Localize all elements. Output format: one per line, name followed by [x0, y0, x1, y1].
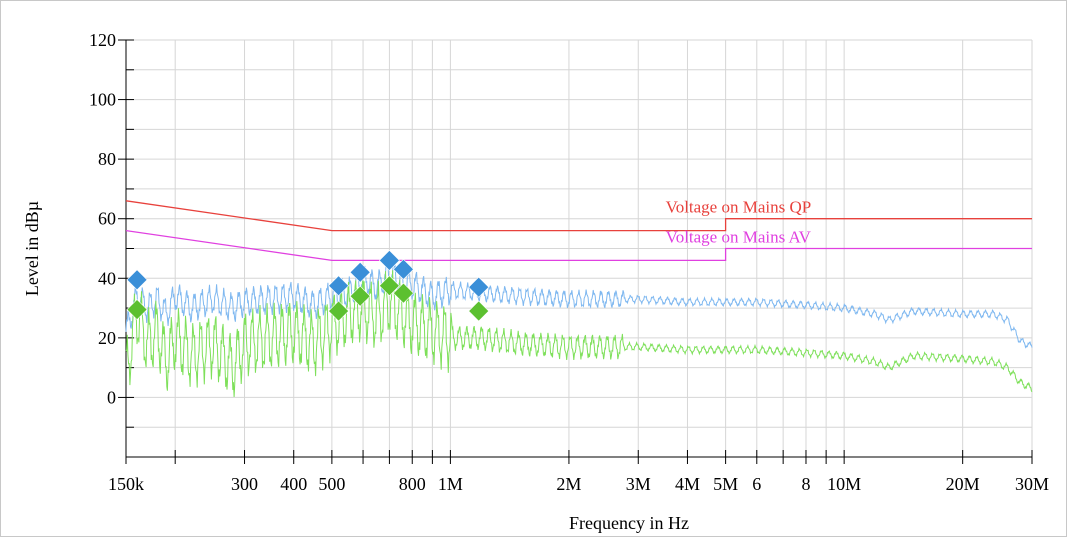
x-tick-label: 10M	[827, 474, 861, 494]
x-tick-label: 6	[752, 474, 761, 494]
x-tick-label: 400	[280, 474, 307, 494]
y-axis-title: Level in dBµ	[22, 201, 42, 296]
y-tick-label: 100	[89, 90, 116, 110]
y-tick-label: 20	[98, 328, 116, 348]
limit-lines	[126, 201, 1032, 261]
x-axis-title: Frequency in Hz	[569, 513, 689, 533]
x-tick-label: 500	[318, 474, 345, 494]
qp-marker	[127, 270, 147, 290]
trace-av	[126, 270, 1032, 397]
x-tick-label: 3M	[626, 474, 651, 494]
limit-line	[126, 201, 1032, 231]
series-layer	[126, 261, 1032, 397]
x-tick-label: 800	[399, 474, 426, 494]
limit-line	[126, 231, 1032, 261]
x-tick-label: 150k	[108, 474, 144, 494]
x-tick-label: 300	[231, 474, 258, 494]
y-tick-label: 0	[107, 387, 116, 407]
x-tick-label: 5M	[713, 474, 738, 494]
x-tick-label: 4M	[675, 474, 700, 494]
x-tick-label: 30M	[1015, 474, 1049, 494]
qp-marker	[469, 277, 489, 297]
y-tick-label: 60	[98, 209, 116, 229]
x-tick-label: 2M	[556, 474, 581, 494]
x-tick-label: 20M	[946, 474, 980, 494]
qp-marker	[350, 262, 370, 282]
y-tick-label: 40	[98, 268, 116, 288]
x-tick-label: 8	[801, 474, 810, 494]
limit-label: Voltage on Mains AV	[666, 228, 812, 247]
x-tick-label: 1M	[438, 474, 463, 494]
av-marker	[469, 301, 489, 321]
y-tick-label: 80	[98, 149, 116, 169]
limit-label: Voltage on Mains QP	[666, 198, 812, 217]
y-tick-label: 120	[89, 30, 116, 50]
